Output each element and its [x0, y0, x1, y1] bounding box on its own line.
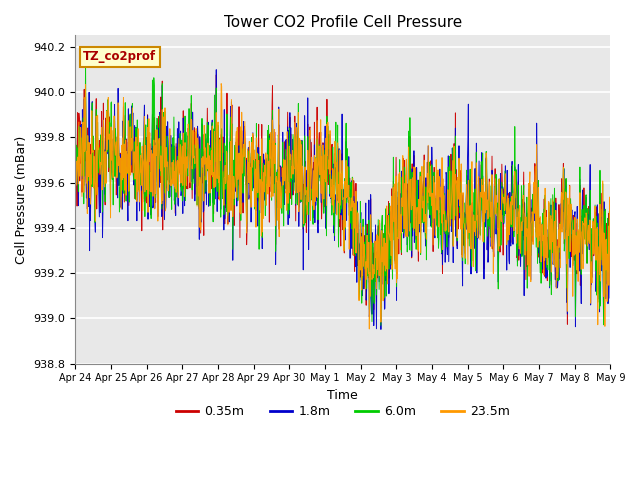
Legend: 0.35m, 1.8m, 6.0m, 23.5m: 0.35m, 1.8m, 6.0m, 23.5m — [171, 400, 515, 423]
0.35m — [72, 113, 79, 119]
23.5m — [365, 326, 373, 332]
23.5m — [252, 224, 260, 230]
23.5m — [142, 160, 150, 166]
0.35m — [142, 135, 150, 141]
0.35m — [161, 176, 169, 181]
6.0m — [143, 169, 150, 175]
1.8m — [364, 252, 372, 258]
0.35m — [607, 227, 614, 232]
23.5m — [72, 91, 79, 96]
6.0m — [607, 228, 614, 233]
23.5m — [364, 260, 372, 265]
0.35m — [252, 205, 260, 211]
1.8m — [304, 95, 312, 101]
1.8m — [353, 279, 361, 285]
1.8m — [212, 67, 220, 72]
6.0m — [364, 260, 372, 265]
1.8m — [161, 207, 169, 213]
0.35m — [353, 244, 361, 250]
6.0m — [72, 92, 79, 98]
Line: 6.0m: 6.0m — [76, 64, 611, 325]
23.5m — [607, 232, 614, 238]
23.5m — [218, 81, 225, 86]
0.35m — [364, 250, 372, 256]
1.8m — [252, 208, 260, 214]
Line: 23.5m: 23.5m — [76, 84, 611, 329]
6.0m — [252, 207, 260, 213]
1.8m — [142, 138, 150, 144]
X-axis label: Time: Time — [328, 389, 358, 402]
23.5m — [304, 147, 312, 153]
6.0m — [82, 61, 90, 67]
Line: 1.8m: 1.8m — [76, 70, 611, 329]
Text: TZ_co2prof: TZ_co2prof — [83, 50, 156, 63]
6.0m — [353, 222, 361, 228]
0.35m — [212, 72, 220, 78]
23.5m — [161, 208, 169, 214]
23.5m — [353, 228, 361, 233]
Line: 0.35m: 0.35m — [76, 75, 611, 324]
1.8m — [72, 115, 79, 120]
Y-axis label: Cell Pressure (mBar): Cell Pressure (mBar) — [15, 135, 28, 264]
6.0m — [162, 183, 170, 189]
0.35m — [564, 322, 572, 327]
0.35m — [304, 121, 312, 127]
Title: Tower CO2 Profile Cell Pressure: Tower CO2 Profile Cell Pressure — [223, 15, 462, 30]
6.0m — [377, 323, 385, 328]
6.0m — [304, 134, 312, 140]
1.8m — [607, 250, 614, 255]
1.8m — [377, 326, 385, 332]
